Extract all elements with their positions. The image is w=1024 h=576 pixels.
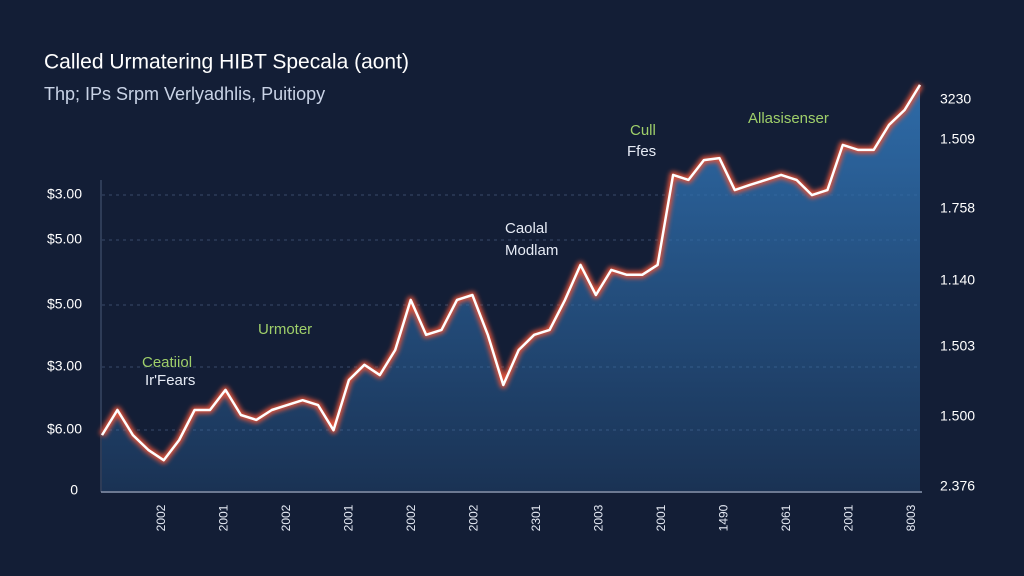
- y2-tick-label: 1.503: [940, 338, 975, 354]
- y-tick-label: $5.00: [47, 296, 82, 312]
- x-tick-label: 2002: [404, 504, 418, 531]
- y-tick-label: $3.00: [47, 358, 82, 374]
- chart-title: Called Urmatering HIBT Specala (aont): [44, 51, 409, 74]
- annotation: Ffes: [627, 143, 656, 160]
- y2-tick-label: 1.140: [940, 272, 975, 288]
- area: [102, 84, 920, 492]
- x-tick-label: 2003: [592, 504, 606, 531]
- chart-subtitle: Thp; IPs Srpm Verlyadhlis, Puitiopy: [44, 84, 325, 104]
- annotation: Allasisenser: [748, 110, 829, 127]
- x-tick-label: 2001: [842, 504, 856, 531]
- x-tick-label: 2002: [279, 504, 293, 531]
- y-tick-label: $3.00: [47, 186, 82, 202]
- x-tick-label: 8003: [904, 504, 918, 531]
- annotation: Modlam: [505, 242, 558, 259]
- y2-tick-label: 3230: [940, 91, 971, 107]
- y2-tick-label: 1.509: [940, 131, 975, 147]
- x-tick-label: 2001: [342, 504, 356, 531]
- annotation: Ceatiiol: [142, 354, 192, 371]
- annotation: Cull: [630, 122, 656, 139]
- annotation: Ir'Fears: [145, 372, 195, 389]
- x-tick-label: 1490: [717, 504, 731, 531]
- y2-tick-label: 1.758: [940, 200, 975, 216]
- y-tick-label: 0: [70, 482, 78, 498]
- annotation: Caolal: [505, 220, 548, 237]
- line: [100, 84, 922, 462]
- y-tick-label: $5.00: [47, 231, 82, 247]
- y-tick-label: $6.00: [47, 421, 82, 437]
- x-tick-label: 2001: [654, 504, 668, 531]
- x-tick-label: 2001: [217, 504, 231, 531]
- y2-tick-label: 1.500: [940, 408, 975, 424]
- annotation: Urmoter: [258, 321, 312, 338]
- x-tick-label: 2002: [467, 504, 481, 531]
- x-tick-label: 2301: [529, 504, 543, 531]
- x-tick-label: 2061: [779, 504, 793, 531]
- y2-tick-label: 2.376: [940, 478, 975, 494]
- x-tick-label: 2002: [154, 504, 168, 531]
